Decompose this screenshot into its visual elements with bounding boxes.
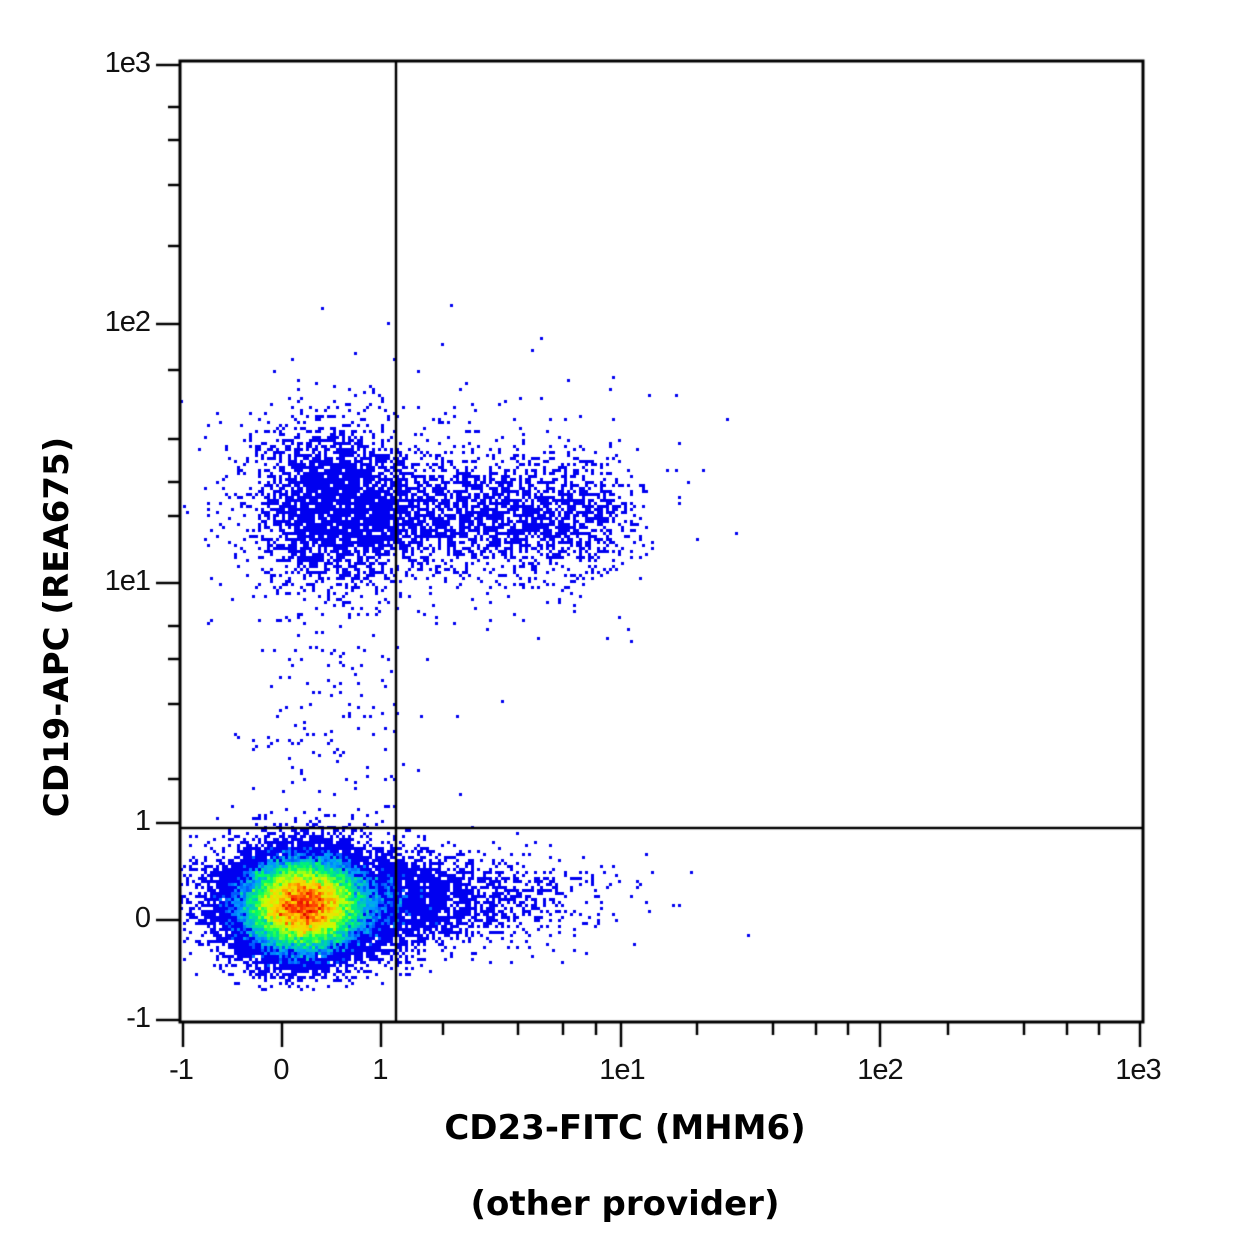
x-axis-title: CD23-FITC (MHM6) [444,1108,806,1148]
x-tick-label-minus1: -1 [169,1054,194,1086]
y-tick-label-minus1: -1 [126,1002,151,1034]
x-tick-label-0: 0 [273,1054,289,1086]
x-tick-label-1e3: 1e3 [1115,1054,1161,1086]
x-axis-subtitle: (other provider) [470,1184,780,1224]
y-tick-label-1e2: 1e2 [104,306,151,338]
y-axis-title: CD19-APC (REA675) [37,436,77,818]
y-tick-label-1e1: 1e1 [104,565,151,597]
x-tick-label-1e2: 1e2 [857,1054,903,1086]
x-tick-label-1: 1 [372,1054,388,1086]
y-tick-label-1e3: 1e3 [104,47,151,79]
y-tick-label-1: 1 [134,805,151,837]
y-tick-label-0: 0 [134,902,151,934]
x-tick-label-1e1: 1e1 [599,1054,645,1086]
